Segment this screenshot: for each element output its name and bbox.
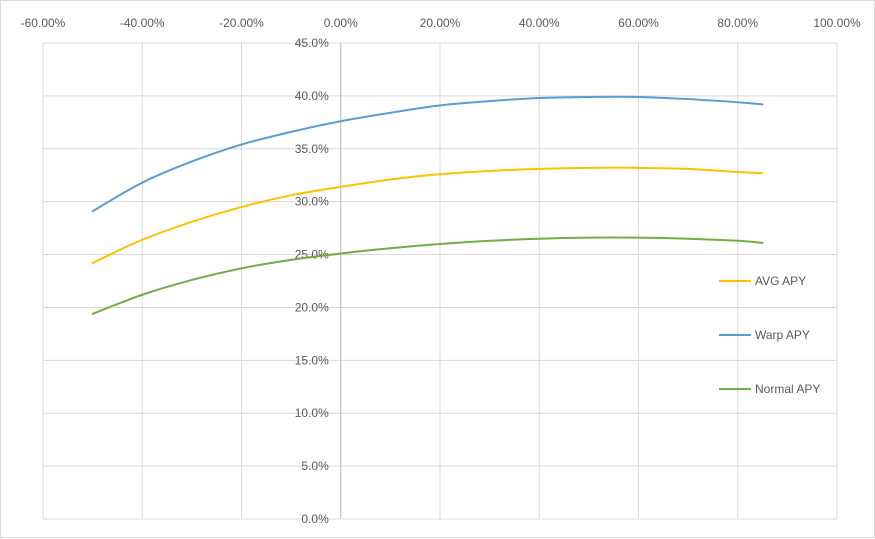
y-tick-label: 20.0% (295, 300, 329, 314)
y-tick-label: 30.0% (295, 195, 329, 209)
legend: AVG APY Warp APY Normal APY (719, 274, 820, 396)
y-tick-labels: 0.0%5.0%10.0%15.0%20.0%25.0%30.0%35.0%40… (295, 36, 329, 526)
x-tick-label: 0.00% (324, 16, 358, 30)
legend-label-normal-apy: Normal APY (755, 382, 820, 396)
series-line-normal-apy (91, 236, 764, 315)
x-tick-label: -40.00% (120, 16, 165, 30)
x-tick-labels: -60.00% -40.00% -20.00% 0.00% 20.00% 40.00% 60… (21, 16, 861, 30)
x-tick-label: 60.00% (618, 16, 659, 30)
series-line-avg-apy (91, 166, 764, 265)
y-tick-label: 5.0% (301, 459, 329, 473)
y-tick-label: 15.0% (295, 353, 329, 367)
grid (42, 42, 838, 520)
x-tick-label: 20.00% (420, 16, 461, 30)
y-tick-label: 45.0% (295, 36, 329, 50)
y-tick-label: 35.0% (295, 142, 329, 156)
x-tick-label: 80.00% (717, 16, 758, 30)
x-tick-label: -20.00% (219, 16, 264, 30)
x-tick-label: 40.00% (519, 16, 560, 30)
legend-label-avg-apy: AVG APY (755, 274, 806, 288)
series-lines (91, 95, 764, 315)
y-tick-label: 10.0% (295, 406, 329, 420)
y-tick-label: 0.0% (301, 512, 329, 526)
y-tick-label: 40.0% (295, 89, 329, 103)
x-tick-label: 100.00% (813, 16, 861, 30)
x-tick-label: -60.00% (21, 16, 66, 30)
legend-label-warp-apy: Warp APY (755, 328, 810, 342)
series-line-warp-apy (91, 95, 764, 213)
